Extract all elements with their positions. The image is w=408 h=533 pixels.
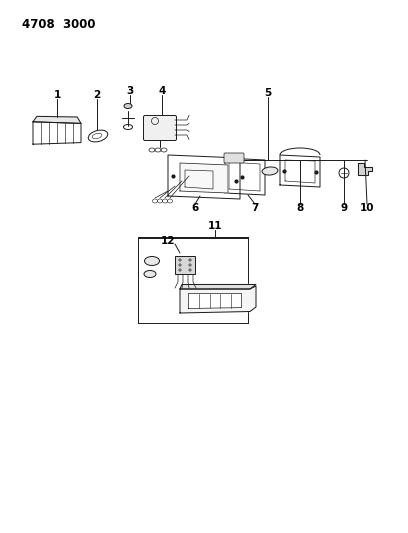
Polygon shape bbox=[180, 163, 228, 193]
Text: 3: 3 bbox=[126, 86, 134, 96]
Ellipse shape bbox=[144, 256, 160, 265]
Text: 8: 8 bbox=[296, 203, 304, 213]
Ellipse shape bbox=[124, 103, 132, 109]
FancyBboxPatch shape bbox=[144, 116, 177, 141]
Circle shape bbox=[179, 264, 181, 266]
Circle shape bbox=[179, 259, 181, 261]
Polygon shape bbox=[138, 238, 248, 323]
Text: 4: 4 bbox=[158, 86, 166, 96]
Ellipse shape bbox=[144, 271, 156, 278]
Circle shape bbox=[189, 259, 191, 261]
Text: 6: 6 bbox=[191, 203, 199, 213]
Text: 10: 10 bbox=[360, 203, 374, 213]
Polygon shape bbox=[188, 294, 242, 309]
Text: 2: 2 bbox=[93, 90, 101, 100]
Text: 11: 11 bbox=[208, 221, 222, 231]
Polygon shape bbox=[358, 163, 372, 175]
Polygon shape bbox=[180, 285, 256, 289]
Polygon shape bbox=[168, 155, 240, 199]
Circle shape bbox=[189, 269, 191, 271]
Text: 4708  3000: 4708 3000 bbox=[22, 19, 95, 31]
FancyBboxPatch shape bbox=[175, 256, 195, 274]
Polygon shape bbox=[280, 155, 320, 187]
Text: 7: 7 bbox=[251, 203, 259, 213]
FancyBboxPatch shape bbox=[224, 153, 244, 163]
Polygon shape bbox=[180, 286, 256, 313]
Text: 1: 1 bbox=[53, 90, 61, 100]
Text: 5: 5 bbox=[264, 88, 272, 98]
Polygon shape bbox=[225, 158, 265, 195]
Polygon shape bbox=[33, 116, 81, 124]
Circle shape bbox=[189, 264, 191, 266]
Circle shape bbox=[179, 269, 181, 271]
Text: 9: 9 bbox=[340, 203, 348, 213]
Polygon shape bbox=[33, 122, 81, 144]
Ellipse shape bbox=[262, 167, 278, 175]
Text: 12: 12 bbox=[161, 236, 175, 246]
